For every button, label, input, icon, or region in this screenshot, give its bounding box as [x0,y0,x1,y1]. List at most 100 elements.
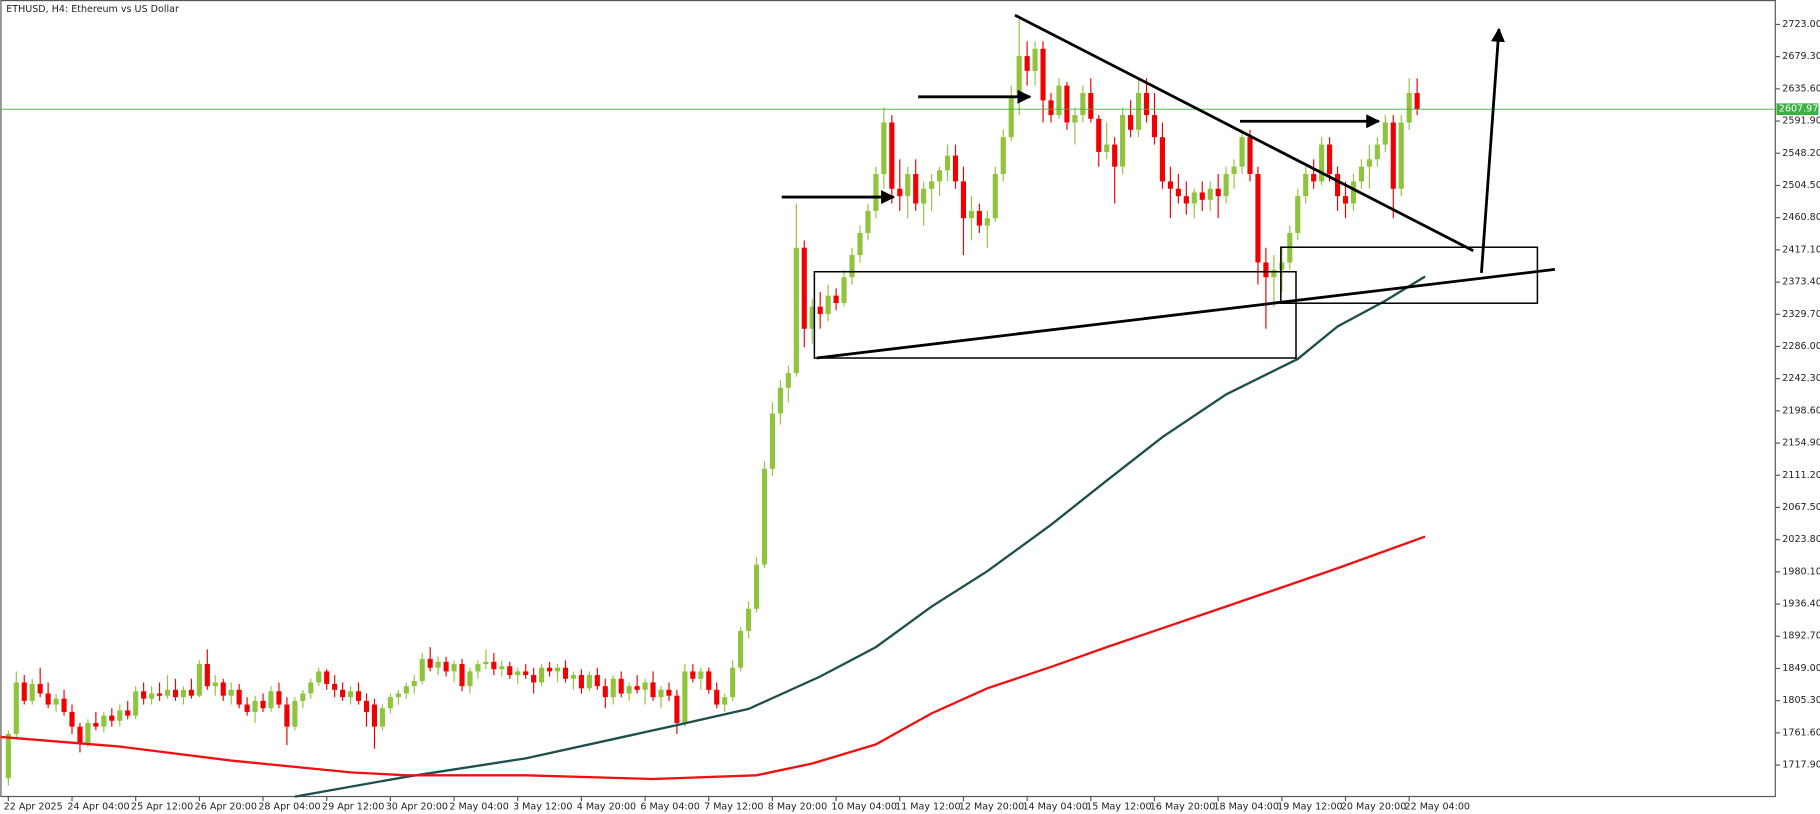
candle-body [642,682,648,690]
candle-body [228,689,234,696]
candle-body [1159,137,1166,182]
candle-body [1366,159,1372,167]
candle-body [1032,48,1038,71]
candle-body [387,697,393,709]
candle-body [316,671,322,683]
candle-body [1295,196,1301,233]
candle-body [1239,137,1245,167]
candle-body [13,682,19,735]
candle-body [1088,92,1094,119]
candle-body [849,255,855,278]
trend-line [1014,13,1474,252]
candle-body [1143,92,1150,116]
candle-body [594,675,600,687]
candle-body [69,711,75,727]
candle-body [554,667,561,672]
candle-body [1183,196,1189,204]
y-tick-label: 2504.50 [1782,180,1820,191]
candle-body [1056,85,1062,116]
candle-body [706,671,712,690]
candle-body [125,710,131,716]
x-tick-label: 18 May 04:00 [1213,802,1278,813]
x-tick-label: 28 Apr 04:00 [258,802,320,813]
candle-body [1048,100,1054,116]
candle-body [348,691,354,698]
x-tick-label: 10 May 04:00 [831,802,896,813]
moving-average [294,275,1426,798]
x-tick-label: 12 May 20:00 [959,802,1024,813]
candle-body [236,689,242,705]
candle-body [1191,192,1197,204]
candle-body [769,413,775,469]
y-tick-label: 2242.30 [1782,373,1820,384]
candle-body [427,658,433,668]
candle-body [1096,118,1102,152]
candle-body [141,691,147,699]
plot-frame [0,0,1776,798]
candle-body [937,170,943,182]
candle-body [889,122,895,189]
zone-box [1280,246,1539,304]
candle-body [1390,122,1396,189]
candle-body [562,667,569,679]
x-tick-label: 11 May 12:00 [895,802,960,813]
candle-body [929,181,935,189]
candle-body [1167,181,1173,189]
candle-body [1406,92,1412,123]
candle-body [1414,92,1420,110]
candle-body [93,722,99,727]
candle-body [730,667,736,698]
candle-body [881,122,887,175]
candle-body [976,210,982,226]
x-tick-label: 22 May 04:00 [1405,802,1470,813]
y-tick-label: 1980.10 [1782,566,1820,577]
y-tick-label: 2723.00 [1782,19,1820,30]
candle-body [1120,115,1126,167]
candle-body [1151,115,1158,138]
candle-body [1223,174,1229,197]
candle-body [1135,92,1142,130]
y-tick-label: 2373.40 [1782,277,1820,288]
candle-body [825,295,831,315]
y-tick-label: 2548.20 [1782,148,1820,159]
candle-body [1072,115,1078,123]
x-tick-label: 26 Apr 20:00 [195,802,257,813]
candle-body [1008,96,1014,138]
x-tick-label: 22 Apr 2025 [4,802,63,813]
y-tick-label: 2635.60 [1782,83,1820,94]
x-tick-label: 4 May 20:00 [577,802,636,813]
candle-body [1342,196,1349,204]
candle-body [300,693,306,701]
candle-body [459,664,465,687]
x-tick-label: 15 May 12:00 [1086,802,1151,813]
candle-body [531,675,537,683]
y-tick-label: 2591.90 [1782,116,1820,127]
candle-body [1175,188,1181,197]
candle-body [1064,85,1070,123]
x-tick-label: 14 May 04:00 [1022,802,1087,813]
candle-body [260,700,266,709]
x-tick-label: 20 May 20:00 [1341,802,1406,813]
candle-body [499,666,505,670]
candle-body [777,387,783,414]
candle-body [419,658,425,681]
y-tick-label: 2286.00 [1782,341,1820,352]
candle-body [1231,166,1237,175]
candle-body [276,691,282,705]
candle-body [921,188,927,204]
candle-body [578,675,584,689]
trend-line [816,268,1556,360]
candle-body [944,155,951,171]
candle-body [117,710,123,721]
y-tick-label: 2023.80 [1782,534,1820,545]
candle-body [1319,144,1325,182]
candle-body [1263,262,1269,278]
x-tick-label: 8 May 20:00 [768,802,827,813]
candle-body [992,174,998,219]
candle-body [443,661,449,672]
candle-body [960,181,967,219]
y-tick-label: 1936.40 [1782,599,1820,610]
candle-body [1255,174,1261,263]
candle-body [371,704,378,727]
candle-body [626,686,632,694]
